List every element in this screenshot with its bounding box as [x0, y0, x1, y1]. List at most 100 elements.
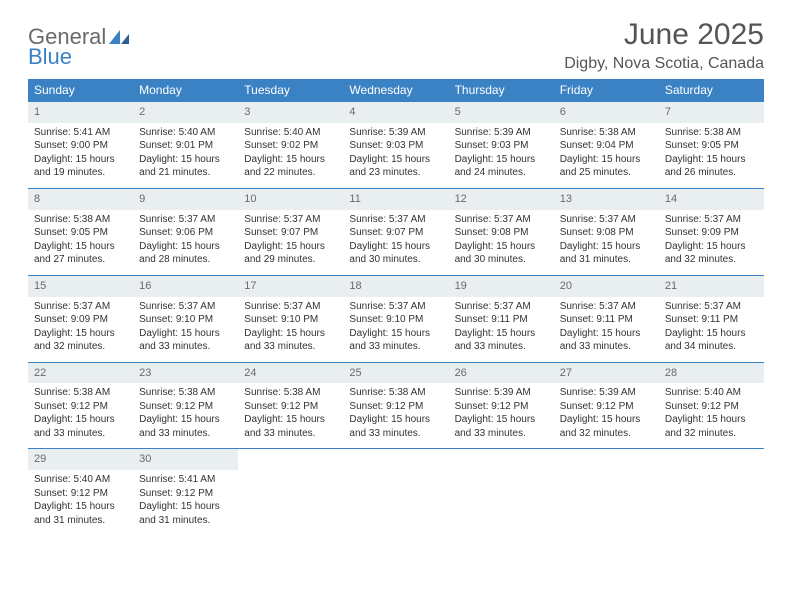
- day-content-cell: Sunrise: 5:38 AMSunset: 9:04 PMDaylight:…: [554, 123, 659, 189]
- daynum-row: 2930: [28, 449, 764, 470]
- sunset-line: Sunset: 9:12 PM: [34, 487, 127, 501]
- day-number-cell: 29: [28, 449, 133, 470]
- daynum-row: 891011121314: [28, 188, 764, 209]
- sunset-line: Sunset: 9:12 PM: [560, 400, 653, 414]
- sunset-line: Sunset: 9:10 PM: [244, 313, 337, 327]
- sunrise-line: Sunrise: 5:38 AM: [560, 126, 653, 140]
- daylight-line: Daylight: 15 hours and 29 minutes.: [244, 240, 337, 267]
- day-content-cell: Sunrise: 5:37 AMSunset: 9:08 PMDaylight:…: [554, 210, 659, 276]
- sunrise-line: Sunrise: 5:39 AM: [349, 126, 442, 140]
- day-content-cell: Sunrise: 5:39 AMSunset: 9:12 PMDaylight:…: [449, 383, 554, 449]
- day-content-cell: Sunrise: 5:37 AMSunset: 9:10 PMDaylight:…: [343, 297, 448, 363]
- day-content-cell: [659, 470, 764, 535]
- day-number-cell: 4: [343, 102, 448, 123]
- day-number-cell: 17: [238, 275, 343, 296]
- daylight-line: Daylight: 15 hours and 23 minutes.: [349, 153, 442, 180]
- daylight-line: Daylight: 15 hours and 34 minutes.: [665, 327, 758, 354]
- sunrise-line: Sunrise: 5:37 AM: [349, 300, 442, 314]
- day-number-cell: 27: [554, 362, 659, 383]
- day-number-cell: 16: [133, 275, 238, 296]
- daylight-line: Daylight: 15 hours and 32 minutes.: [560, 413, 653, 440]
- sunrise-line: Sunrise: 5:37 AM: [560, 300, 653, 314]
- day-content-cell: Sunrise: 5:39 AMSunset: 9:03 PMDaylight:…: [343, 123, 448, 189]
- sunrise-line: Sunrise: 5:38 AM: [34, 386, 127, 400]
- sunset-line: Sunset: 9:12 PM: [139, 400, 232, 414]
- sunset-line: Sunset: 9:00 PM: [34, 139, 127, 153]
- weekday-header: Monday: [133, 79, 238, 102]
- sunrise-line: Sunrise: 5:37 AM: [244, 300, 337, 314]
- day-content-cell: Sunrise: 5:37 AMSunset: 9:10 PMDaylight:…: [238, 297, 343, 363]
- day-content-cell: Sunrise: 5:37 AMSunset: 9:11 PMDaylight:…: [554, 297, 659, 363]
- daylight-line: Daylight: 15 hours and 33 minutes.: [244, 327, 337, 354]
- day-number-cell: 8: [28, 188, 133, 209]
- daylight-line: Daylight: 15 hours and 33 minutes.: [34, 413, 127, 440]
- day-content-cell: [238, 470, 343, 535]
- daylight-line: Daylight: 15 hours and 33 minutes.: [455, 327, 548, 354]
- sunset-line: Sunset: 9:07 PM: [244, 226, 337, 240]
- daylight-line: Daylight: 15 hours and 33 minutes.: [139, 413, 232, 440]
- day-content-cell: [449, 470, 554, 535]
- weekday-header: Thursday: [449, 79, 554, 102]
- sunrise-line: Sunrise: 5:37 AM: [139, 300, 232, 314]
- weekday-header: Sunday: [28, 79, 133, 102]
- sunrise-line: Sunrise: 5:37 AM: [455, 213, 548, 227]
- sunrise-line: Sunrise: 5:37 AM: [665, 300, 758, 314]
- day-content-cell: Sunrise: 5:37 AMSunset: 9:09 PMDaylight:…: [659, 210, 764, 276]
- sunset-line: Sunset: 9:12 PM: [455, 400, 548, 414]
- logo: General Blue: [28, 24, 131, 70]
- sunrise-line: Sunrise: 5:37 AM: [665, 213, 758, 227]
- sunrise-line: Sunrise: 5:37 AM: [244, 213, 337, 227]
- day-content-cell: Sunrise: 5:39 AMSunset: 9:03 PMDaylight:…: [449, 123, 554, 189]
- daylight-line: Daylight: 15 hours and 33 minutes.: [139, 327, 232, 354]
- sunset-line: Sunset: 9:10 PM: [349, 313, 442, 327]
- daylight-line: Daylight: 15 hours and 21 minutes.: [139, 153, 232, 180]
- sunrise-line: Sunrise: 5:40 AM: [34, 473, 127, 487]
- day-content-cell: Sunrise: 5:37 AMSunset: 9:07 PMDaylight:…: [343, 210, 448, 276]
- day-content-cell: Sunrise: 5:41 AMSunset: 9:12 PMDaylight:…: [133, 470, 238, 535]
- daylight-line: Daylight: 15 hours and 33 minutes.: [349, 413, 442, 440]
- day-number-cell: 5: [449, 102, 554, 123]
- day-number-cell: [449, 449, 554, 470]
- sunset-line: Sunset: 9:06 PM: [139, 226, 232, 240]
- logo-word2: Blue: [28, 44, 72, 69]
- daylight-line: Daylight: 15 hours and 26 minutes.: [665, 153, 758, 180]
- day-content-cell: Sunrise: 5:37 AMSunset: 9:08 PMDaylight:…: [449, 210, 554, 276]
- logo-sail-icon: [109, 31, 131, 48]
- sunset-line: Sunset: 9:04 PM: [560, 139, 653, 153]
- day-content-cell: Sunrise: 5:38 AMSunset: 9:05 PMDaylight:…: [659, 123, 764, 189]
- day-content-cell: Sunrise: 5:37 AMSunset: 9:09 PMDaylight:…: [28, 297, 133, 363]
- sunset-line: Sunset: 9:11 PM: [665, 313, 758, 327]
- sunset-line: Sunset: 9:05 PM: [34, 226, 127, 240]
- day-content-cell: Sunrise: 5:38 AMSunset: 9:12 PMDaylight:…: [133, 383, 238, 449]
- day-content-cell: Sunrise: 5:38 AMSunset: 9:12 PMDaylight:…: [343, 383, 448, 449]
- daylight-line: Daylight: 15 hours and 30 minutes.: [455, 240, 548, 267]
- day-number-cell: 20: [554, 275, 659, 296]
- sunrise-line: Sunrise: 5:37 AM: [560, 213, 653, 227]
- sunset-line: Sunset: 9:08 PM: [455, 226, 548, 240]
- weekday-header: Wednesday: [343, 79, 448, 102]
- sunrise-line: Sunrise: 5:40 AM: [244, 126, 337, 140]
- sunrise-line: Sunrise: 5:39 AM: [455, 126, 548, 140]
- day-content-cell: Sunrise: 5:38 AMSunset: 9:05 PMDaylight:…: [28, 210, 133, 276]
- sunrise-line: Sunrise: 5:40 AM: [139, 126, 232, 140]
- day-number-cell: [238, 449, 343, 470]
- sunrise-line: Sunrise: 5:37 AM: [139, 213, 232, 227]
- day-content-cell: Sunrise: 5:37 AMSunset: 9:07 PMDaylight:…: [238, 210, 343, 276]
- day-number-cell: 2: [133, 102, 238, 123]
- sunset-line: Sunset: 9:12 PM: [665, 400, 758, 414]
- day-number-cell: 13: [554, 188, 659, 209]
- day-number-cell: 26: [449, 362, 554, 383]
- day-content-cell: Sunrise: 5:37 AMSunset: 9:11 PMDaylight:…: [449, 297, 554, 363]
- header: General Blue June 2025 Digby, Nova Scoti…: [28, 18, 764, 73]
- sunset-line: Sunset: 9:01 PM: [139, 139, 232, 153]
- day-number-cell: 1: [28, 102, 133, 123]
- day-number-cell: 7: [659, 102, 764, 123]
- daylight-line: Daylight: 15 hours and 33 minutes.: [455, 413, 548, 440]
- day-number-cell: 9: [133, 188, 238, 209]
- weekday-header-row: Sunday Monday Tuesday Wednesday Thursday…: [28, 79, 764, 102]
- daylight-line: Daylight: 15 hours and 25 minutes.: [560, 153, 653, 180]
- sunrise-line: Sunrise: 5:40 AM: [665, 386, 758, 400]
- day-content-cell: Sunrise: 5:40 AMSunset: 9:12 PMDaylight:…: [28, 470, 133, 535]
- daylight-line: Daylight: 15 hours and 33 minutes.: [244, 413, 337, 440]
- sunrise-line: Sunrise: 5:39 AM: [560, 386, 653, 400]
